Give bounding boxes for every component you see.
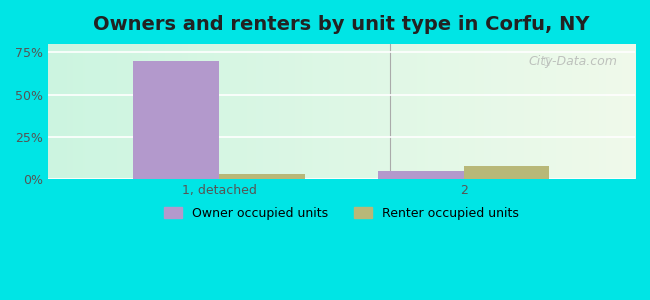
Legend: Owner occupied units, Renter occupied units: Owner occupied units, Renter occupied un… (159, 202, 524, 225)
Text: 🔍: 🔍 (544, 55, 550, 65)
Bar (378, 171, 463, 179)
Title: Owners and renters by unit type in Corfu, NY: Owners and renters by unit type in Corfu… (93, 15, 590, 34)
Bar (219, 174, 305, 179)
Text: City-Data.com: City-Data.com (528, 55, 618, 68)
Bar (463, 166, 549, 179)
Bar (133, 61, 219, 179)
